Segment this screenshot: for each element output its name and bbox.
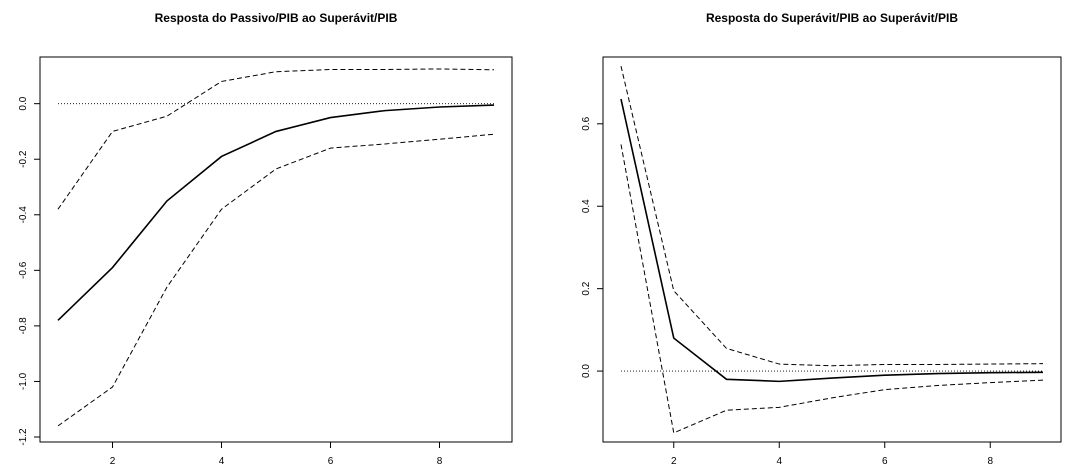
y-tick-label: 0.0 (581, 364, 592, 378)
chart-title: Resposta do Passivo/PIB ao Superávit/PIB (155, 11, 398, 25)
x-tick-label: 6 (882, 456, 888, 467)
y-tick-label: 0.6 (581, 116, 592, 130)
x-tick-label: 8 (437, 456, 443, 467)
x-tick-label: 2 (671, 456, 677, 467)
x-tick-label: 8 (987, 456, 993, 467)
chart-panel-2: Resposta do Superávit/PIB ao Superávit/P… (581, 11, 1062, 467)
upper-confidence-band (620, 66, 1044, 367)
response-line (57, 104, 495, 321)
chart-title: Resposta do Superávit/PIB ao Superávit/P… (706, 11, 958, 25)
plot-frame (602, 56, 1062, 443)
y-tick-label: -1.2 (18, 428, 29, 446)
plot-frame (39, 56, 513, 443)
y-tick-label: -0.4 (18, 206, 29, 224)
lower-confidence-band (57, 133, 495, 427)
lower-confidence-band (620, 144, 1044, 434)
x-tick-label: 6 (328, 456, 334, 467)
y-tick-label: -0.6 (18, 261, 29, 279)
upper-confidence-band (57, 68, 495, 210)
x-tick-label: 4 (776, 456, 782, 467)
response-line (620, 98, 1044, 383)
x-tick-label: 2 (110, 456, 116, 467)
y-tick-label: 0.4 (581, 199, 592, 213)
y-tick-label: -1.0 (18, 372, 29, 390)
y-tick-label: 0.2 (581, 281, 592, 295)
y-tick-label: -0.2 (18, 150, 29, 168)
x-tick-label: 4 (219, 456, 225, 467)
y-tick-label: -0.8 (18, 317, 29, 335)
chart-panel-1: Resposta do Passivo/PIB ao Superávit/PIB… (18, 11, 513, 467)
y-tick-label: 0.0 (18, 96, 29, 110)
